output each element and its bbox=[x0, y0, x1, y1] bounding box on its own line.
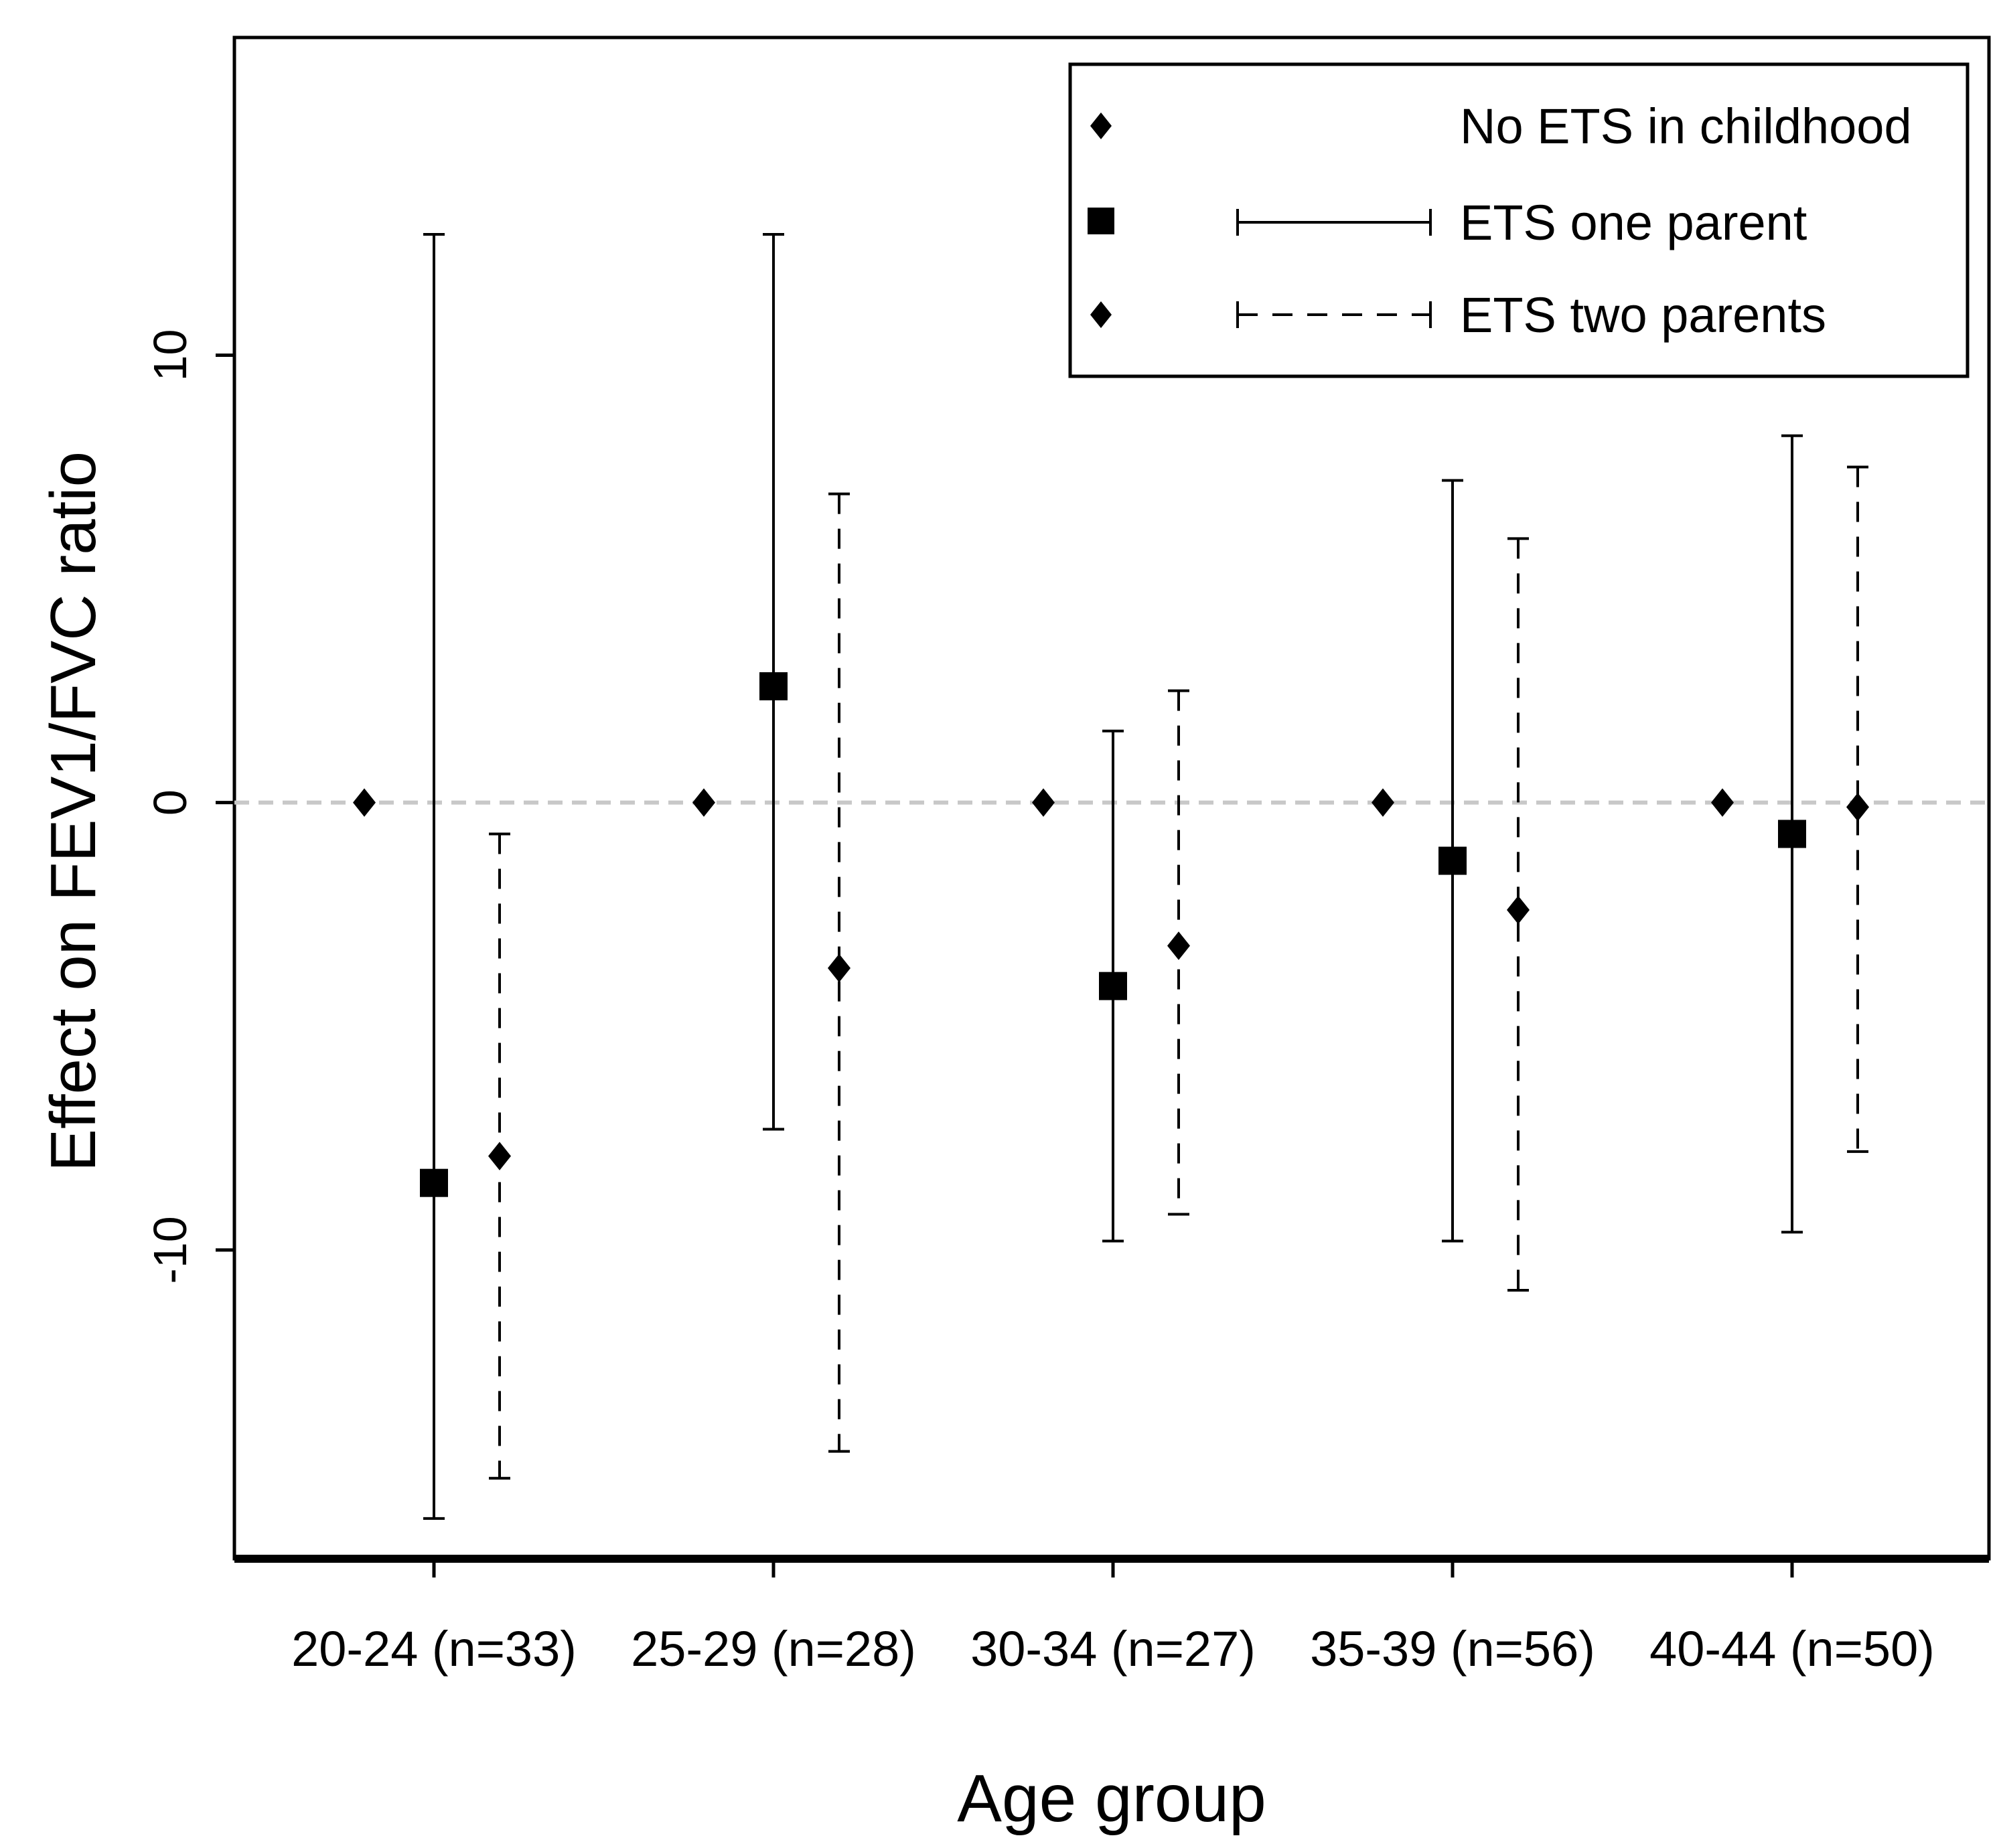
x-axis-ticks: 20-24 (n=33) 25-29 (n=28) 30-34 (n=27) 35-3… bbox=[291, 1559, 1935, 1677]
data-point bbox=[1167, 931, 1190, 960]
data-point bbox=[1711, 788, 1734, 817]
legend-label: ETS one parent bbox=[1460, 195, 1807, 250]
data-point bbox=[1372, 788, 1394, 817]
data-point bbox=[1099, 972, 1127, 1000]
legend-symbol bbox=[1088, 208, 1114, 234]
y-tick-label: -10 bbox=[144, 1216, 196, 1284]
x-axis-title: Age group bbox=[957, 1761, 1266, 1836]
data-point bbox=[1778, 820, 1806, 848]
y-tick-label: 10 bbox=[144, 329, 196, 382]
y-axis-ticks: -10 0 10 bbox=[144, 329, 234, 1284]
y-tick-label: 0 bbox=[144, 789, 196, 816]
legend: No ETS in childhood ETS one parent ETS two… bbox=[1068, 62, 1970, 378]
data-point bbox=[1846, 793, 1869, 822]
data-point bbox=[1032, 788, 1055, 817]
y-axis-title: Effect on FEV1/FVC ratio bbox=[38, 451, 109, 1172]
x-tick-label: 30-34 (n=27) bbox=[970, 1621, 1256, 1677]
series-0 bbox=[353, 788, 1734, 817]
data-point bbox=[828, 953, 850, 983]
series-1 bbox=[420, 233, 1806, 1520]
x-tick-label: 25-29 (n=28) bbox=[631, 1621, 916, 1677]
data-point bbox=[488, 1142, 511, 1170]
legend-symbol bbox=[1090, 301, 1112, 328]
data-point bbox=[759, 672, 788, 700]
data-point bbox=[1507, 895, 1530, 925]
x-tick-label: 20-24 (n=33) bbox=[291, 1621, 577, 1677]
data-point bbox=[353, 788, 376, 817]
data-point bbox=[692, 788, 715, 817]
x-tick-label: 40-44 (n=50) bbox=[1649, 1621, 1935, 1677]
data-marks bbox=[353, 233, 1869, 1520]
x-tick-label: 35-39 (n=56) bbox=[1310, 1621, 1595, 1677]
data-point bbox=[420, 1168, 448, 1197]
legend-symbol bbox=[1090, 112, 1112, 139]
legend-box bbox=[1068, 62, 1970, 378]
legend-label: No ETS in childhood bbox=[1460, 98, 1912, 154]
data-point bbox=[1438, 846, 1467, 875]
legend-label: ETS two parents bbox=[1460, 287, 1826, 343]
series-2 bbox=[488, 465, 1869, 1480]
